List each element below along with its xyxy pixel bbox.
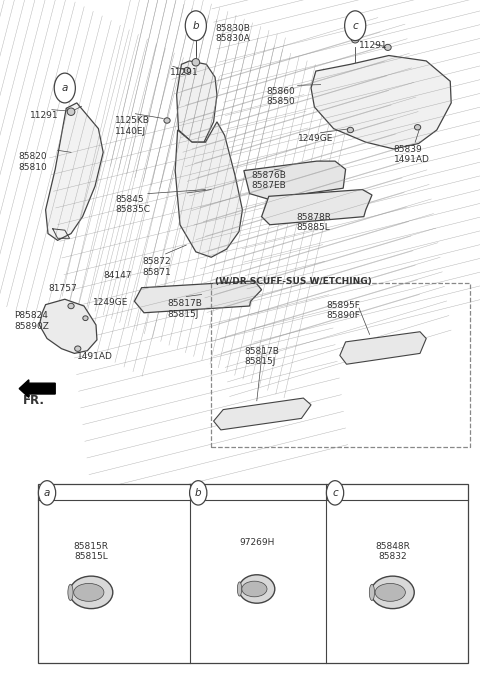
Text: 85895F
85890F: 85895F 85890F <box>326 301 360 320</box>
Text: 85820
85810: 85820 85810 <box>18 152 47 172</box>
Polygon shape <box>311 56 451 149</box>
Ellipse shape <box>192 59 200 66</box>
Polygon shape <box>244 161 346 199</box>
Text: 85878R
85885L: 85878R 85885L <box>297 213 332 232</box>
Text: 81757: 81757 <box>48 284 77 293</box>
Polygon shape <box>177 61 217 142</box>
Text: 85817B
85815J: 85817B 85815J <box>245 347 280 366</box>
Ellipse shape <box>347 127 353 133</box>
Text: (W/DR SCUFF-SUS W/ETCHING): (W/DR SCUFF-SUS W/ETCHING) <box>215 277 372 286</box>
Ellipse shape <box>238 582 242 596</box>
Text: c: c <box>332 488 338 498</box>
Circle shape <box>326 481 344 505</box>
Ellipse shape <box>67 108 75 115</box>
Ellipse shape <box>371 576 414 609</box>
Text: 85839
1491AD: 85839 1491AD <box>394 145 430 165</box>
Ellipse shape <box>68 303 74 309</box>
Bar <box>38 484 468 663</box>
Ellipse shape <box>164 118 170 123</box>
Polygon shape <box>46 103 103 240</box>
Ellipse shape <box>83 315 88 321</box>
Text: 1249GE: 1249GE <box>298 134 333 143</box>
Ellipse shape <box>68 584 73 600</box>
Text: 97269H: 97269H <box>239 538 275 547</box>
Circle shape <box>38 481 56 505</box>
FancyArrow shape <box>19 380 55 397</box>
Circle shape <box>54 73 75 103</box>
Text: 11291: 11291 <box>170 68 199 77</box>
Text: c: c <box>352 21 358 30</box>
Text: 85815R
85815L: 85815R 85815L <box>74 542 108 561</box>
Bar <box>211 283 470 447</box>
Ellipse shape <box>70 576 113 609</box>
Text: b: b <box>192 21 199 30</box>
Polygon shape <box>175 122 242 257</box>
Polygon shape <box>134 281 262 313</box>
Polygon shape <box>262 190 372 225</box>
Ellipse shape <box>239 575 275 603</box>
Text: 85876B
8587EB: 85876B 8587EB <box>252 171 287 190</box>
Text: FR.: FR. <box>23 394 45 407</box>
Circle shape <box>190 481 207 505</box>
Text: a: a <box>61 83 68 93</box>
Polygon shape <box>214 398 311 430</box>
Ellipse shape <box>75 346 81 351</box>
Text: 1125KB
1140EJ: 1125KB 1140EJ <box>115 116 150 136</box>
Polygon shape <box>39 299 97 353</box>
Ellipse shape <box>73 584 104 601</box>
Text: 85860
85850: 85860 85850 <box>266 87 295 106</box>
Text: 85848R
85832: 85848R 85832 <box>375 542 410 561</box>
Ellipse shape <box>369 584 374 600</box>
Text: a: a <box>44 488 50 498</box>
Ellipse shape <box>415 125 420 130</box>
Text: 1491AD: 1491AD <box>77 352 113 361</box>
Ellipse shape <box>375 584 405 601</box>
Ellipse shape <box>242 581 267 597</box>
Text: b: b <box>195 488 202 498</box>
Text: 84147: 84147 <box>103 271 132 280</box>
Circle shape <box>345 11 366 41</box>
Text: 11291: 11291 <box>30 111 59 120</box>
Ellipse shape <box>351 36 359 43</box>
Polygon shape <box>340 332 426 364</box>
Text: 1249GE: 1249GE <box>93 298 129 307</box>
Text: 85872
85871: 85872 85871 <box>142 257 171 277</box>
Circle shape <box>185 11 206 41</box>
Ellipse shape <box>384 44 391 51</box>
Text: P85824
85890Z: P85824 85890Z <box>14 311 49 331</box>
Text: 85830B
85830A: 85830B 85830A <box>215 24 250 43</box>
Text: 85817B
85815J: 85817B 85815J <box>167 299 202 319</box>
Ellipse shape <box>184 67 191 74</box>
Text: 11291: 11291 <box>359 41 388 49</box>
Text: 85845
85835C: 85845 85835C <box>115 195 150 215</box>
